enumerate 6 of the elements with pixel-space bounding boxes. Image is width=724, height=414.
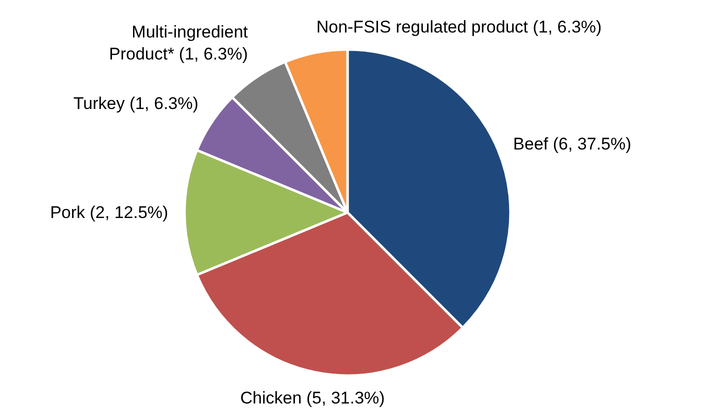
slice-label: Beef (6, 37.5%) — [513, 134, 632, 154]
slice-label: Pork (2, 12.5%) — [50, 203, 168, 222]
slice-label: Non-FSIS regulated product (1, 6.3%) — [316, 18, 602, 37]
slice-label: Turkey (1, 6.3%) — [73, 94, 198, 113]
slice-label: Chicken (5, 31.3%) — [240, 388, 385, 408]
slice-label: Multi-ingredient Product* (1, 6.3%) — [108, 22, 248, 64]
